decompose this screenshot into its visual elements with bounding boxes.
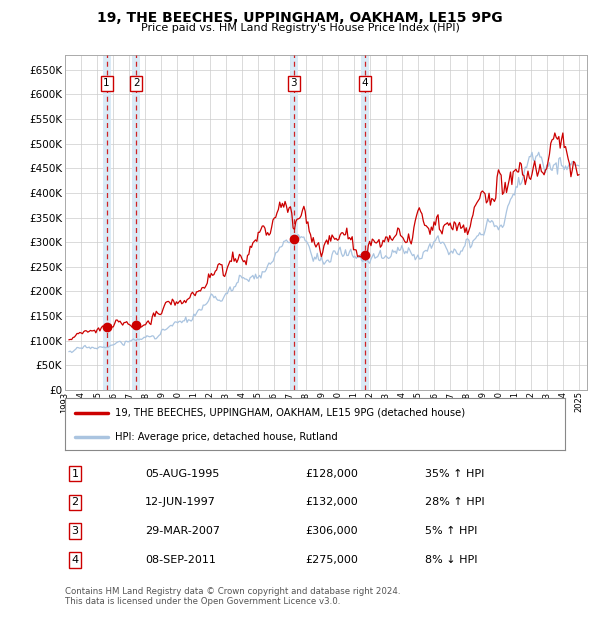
Text: 05-AUG-1995: 05-AUG-1995 — [145, 469, 220, 479]
Text: 1: 1 — [71, 469, 79, 479]
Text: 4: 4 — [71, 555, 79, 565]
Text: 1: 1 — [103, 79, 110, 89]
Text: HPI: Average price, detached house, Rutland: HPI: Average price, detached house, Rutl… — [115, 432, 338, 442]
Text: 8% ↓ HPI: 8% ↓ HPI — [425, 555, 478, 565]
Text: 19, THE BEECHES, UPPINGHAM, OAKHAM, LE15 9PG: 19, THE BEECHES, UPPINGHAM, OAKHAM, LE15… — [97, 11, 503, 25]
Text: 3: 3 — [290, 79, 297, 89]
Text: 29-MAR-2007: 29-MAR-2007 — [145, 526, 220, 536]
Text: £275,000: £275,000 — [305, 555, 358, 565]
Text: 4: 4 — [362, 79, 368, 89]
Text: 08-SEP-2011: 08-SEP-2011 — [145, 555, 216, 565]
Text: 35% ↑ HPI: 35% ↑ HPI — [425, 469, 484, 479]
Bar — [103, 55, 110, 390]
Text: £128,000: £128,000 — [305, 469, 358, 479]
Text: Price paid vs. HM Land Registry's House Price Index (HPI): Price paid vs. HM Land Registry's House … — [140, 23, 460, 33]
Bar — [290, 55, 298, 390]
Bar — [132, 55, 140, 390]
Text: 19, THE BEECHES, UPPINGHAM, OAKHAM, LE15 9PG (detached house): 19, THE BEECHES, UPPINGHAM, OAKHAM, LE15… — [115, 407, 465, 417]
Text: 3: 3 — [71, 526, 79, 536]
Text: 12-JUN-1997: 12-JUN-1997 — [145, 497, 216, 507]
Bar — [361, 55, 369, 390]
Text: 2: 2 — [71, 497, 79, 507]
Text: 5% ↑ HPI: 5% ↑ HPI — [425, 526, 478, 536]
Text: £132,000: £132,000 — [305, 497, 358, 507]
Text: £306,000: £306,000 — [305, 526, 358, 536]
Text: 28% ↑ HPI: 28% ↑ HPI — [425, 497, 485, 507]
Text: Contains HM Land Registry data © Crown copyright and database right 2024.
This d: Contains HM Land Registry data © Crown c… — [65, 587, 401, 606]
Text: 2: 2 — [133, 79, 140, 89]
